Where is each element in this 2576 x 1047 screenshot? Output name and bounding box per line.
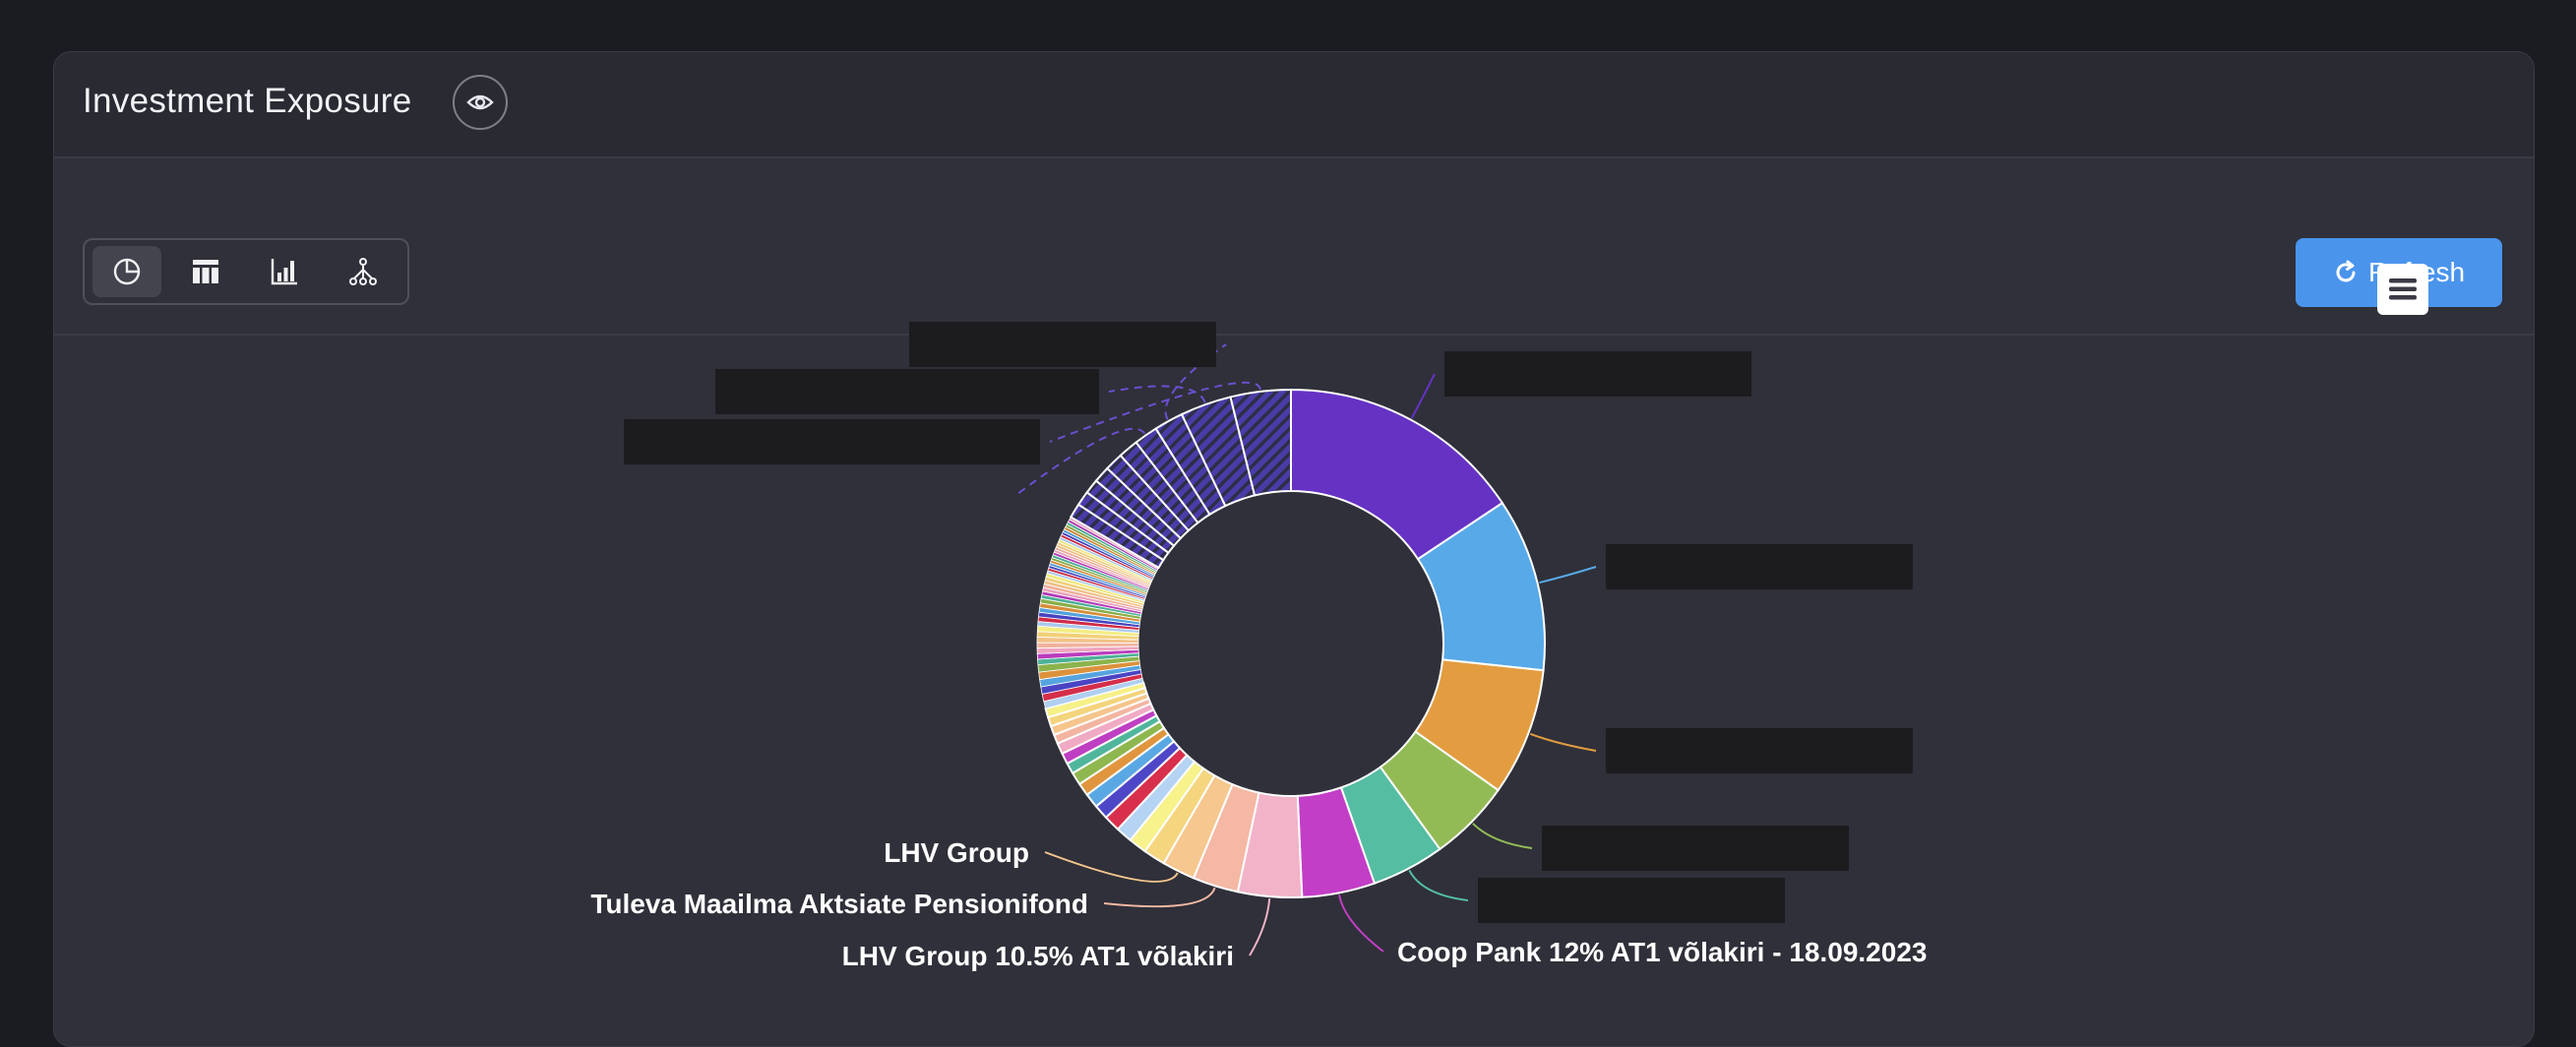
table-view-button[interactable]	[171, 246, 240, 297]
card-header: Investment Exposure	[54, 52, 2534, 158]
bar-view-button[interactable]	[250, 246, 319, 297]
table-icon	[193, 260, 218, 283]
bar-chart-icon	[271, 259, 297, 285]
donut-slices	[1036, 388, 1546, 898]
refresh-icon	[2336, 260, 2356, 282]
redacted-label	[1542, 826, 1849, 871]
visibility-toggle-button[interactable]	[453, 75, 508, 130]
leader-line	[1249, 898, 1271, 956]
leader-line	[1410, 373, 1436, 419]
redacted-label	[1478, 878, 1785, 923]
pie-slice[interactable]	[1229, 388, 1292, 497]
leader-line	[1408, 870, 1469, 901]
pie-chart-icon	[113, 258, 141, 285]
pie-view-button[interactable]	[92, 246, 161, 297]
leader-line	[1016, 427, 1146, 495]
leader-line	[1529, 732, 1597, 752]
leader-line	[1539, 566, 1597, 585]
eye-icon	[466, 94, 494, 110]
redacted-label	[1606, 728, 1913, 773]
slice-label: LHV Group 10.5% AT1 võlakiri	[842, 941, 1234, 971]
leader-line	[1103, 887, 1216, 908]
leader-line	[1337, 894, 1384, 953]
chart-menu-button[interactable]	[2377, 264, 2428, 315]
leader-line	[1049, 381, 1261, 443]
page-title: Investment Exposure	[83, 82, 412, 120]
slice-labels: Coop Pank 12% AT1 võlakiri - 18.09.2023 L…	[590, 322, 1927, 971]
slice-label: LHV Group	[884, 837, 1029, 868]
leader-line	[1044, 851, 1179, 883]
tree-icon	[349, 258, 377, 285]
leader-line	[1108, 385, 1206, 403]
hamburger-menu-icon	[2389, 278, 2417, 300]
slice-label: Coop Pank 12% AT1 võlakiri - 18.09.2023	[1397, 937, 1927, 967]
redacted-label	[909, 322, 1216, 367]
redacted-label	[624, 419, 1040, 464]
tree-view-button[interactable]	[329, 246, 398, 297]
redacted-label	[1444, 351, 1751, 397]
redacted-label	[1606, 544, 1913, 589]
view-switcher	[83, 238, 409, 305]
leader-line	[1472, 823, 1533, 849]
redacted-label	[715, 369, 1099, 414]
leader-lines	[1016, 343, 1597, 956]
slice-label: Tuleva Maailma Aktsiate Pensionifond	[590, 889, 1088, 919]
